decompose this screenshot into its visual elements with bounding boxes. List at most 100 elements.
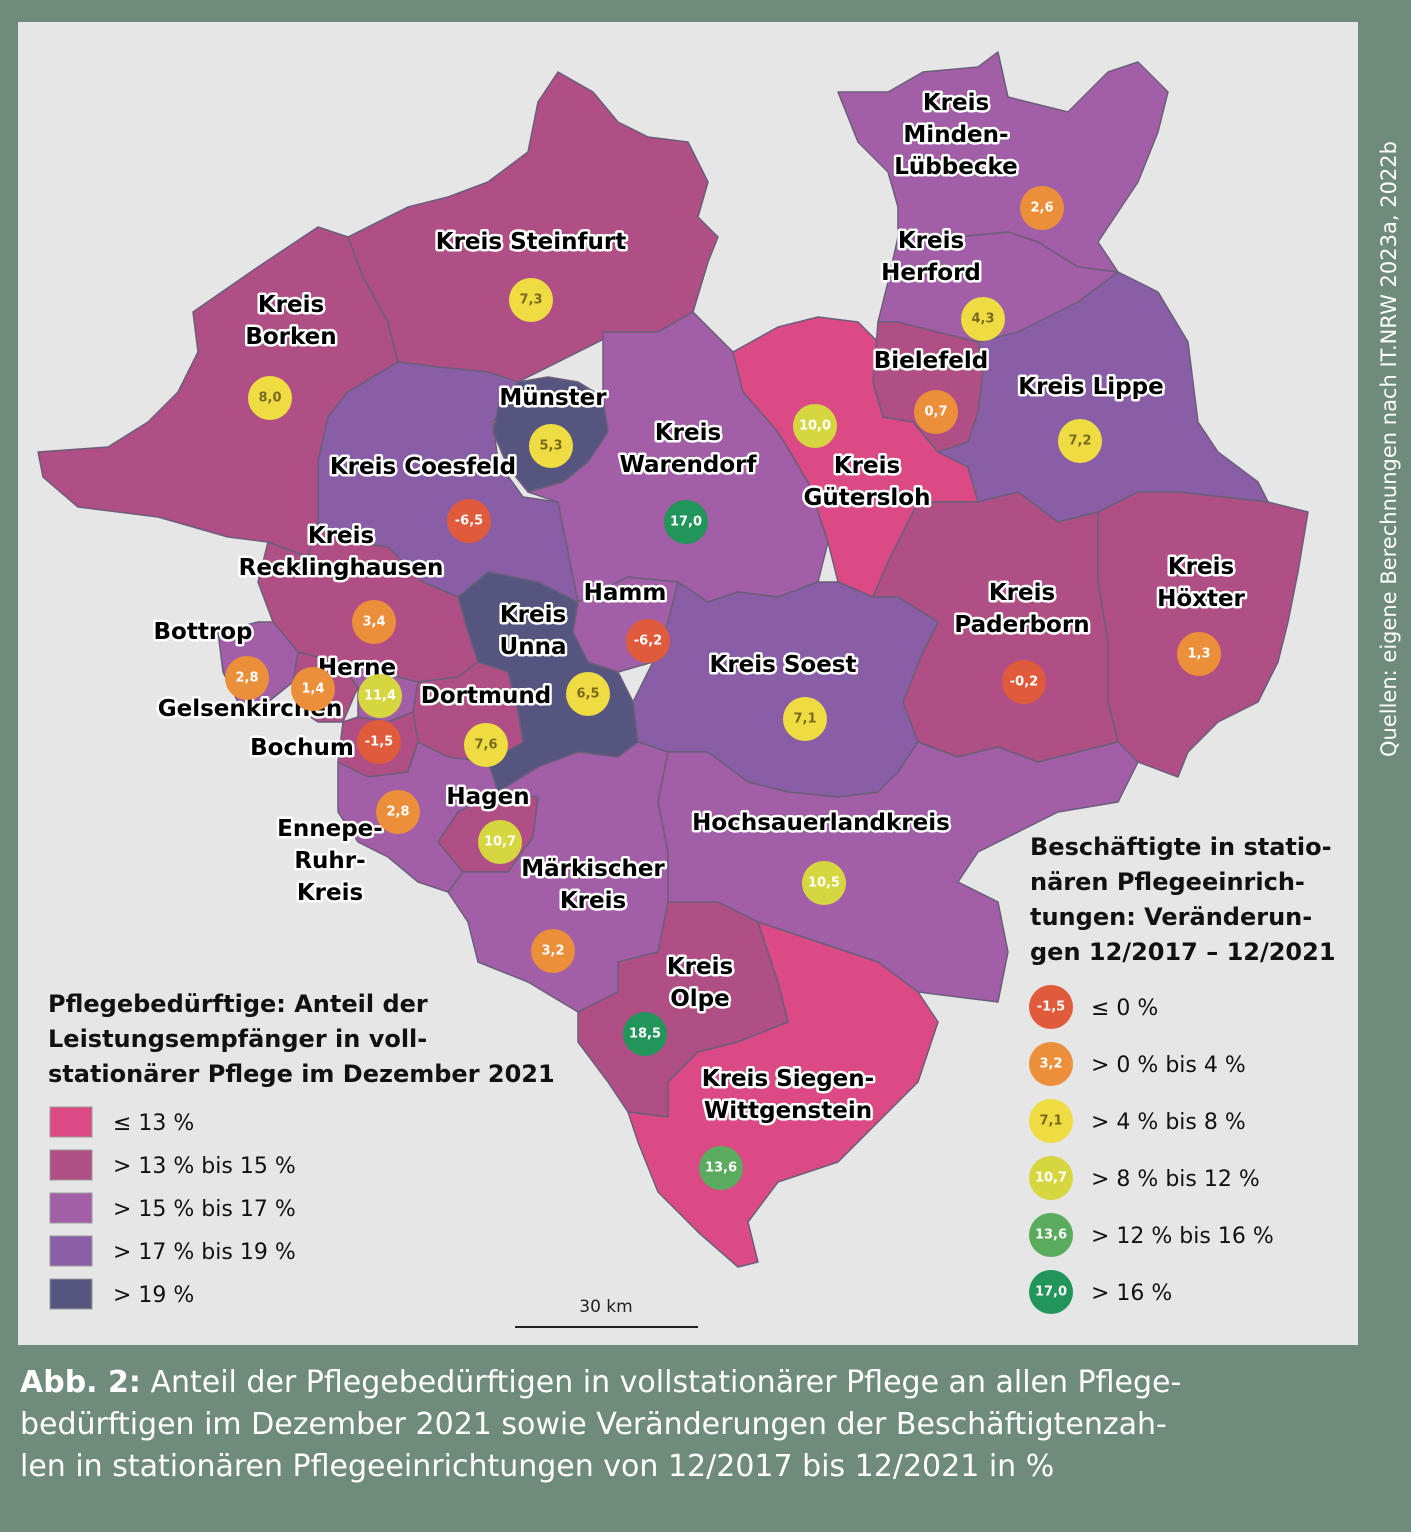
caption-line-1: Anteil der Pflegebedürftigen in vollstat…	[150, 1365, 1182, 1400]
change-marker-circle	[352, 600, 396, 644]
change-marker-circle	[291, 667, 335, 711]
change-marker-value: -6,2	[634, 634, 662, 649]
region-label-line: Paderborn	[954, 612, 1089, 638]
region-label-line: Münster	[499, 385, 607, 411]
change-marker-minden: 2,6	[1020, 186, 1064, 230]
region-label-line: Bottrop	[154, 619, 253, 645]
change-marker-unna: 6,5	[566, 672, 610, 716]
change-marker-circle	[225, 656, 269, 700]
region-label-line: Kreis Siegen-	[702, 1066, 874, 1092]
legend-change-label: > 12 % bis 16 %	[1091, 1224, 1274, 1249]
change-marker-circle	[478, 820, 522, 864]
region-label-line: Hochsauerlandkreis	[692, 810, 950, 836]
region-label-line: Unna	[500, 634, 567, 660]
legend-change-swatch	[1029, 1270, 1073, 1314]
change-marker-circle	[248, 376, 292, 420]
region-label-line: Kreis	[655, 420, 721, 446]
change-marker-circle	[699, 1146, 743, 1190]
choropleth-map: Pflegebedürftige: Anteil der Leistungsem…	[37, 51, 1336, 1328]
legend-share-label: > 17 % bis 19 %	[113, 1240, 296, 1265]
change-marker-value: 7,3	[519, 293, 542, 308]
legend-change-sample: -1,5	[1037, 1000, 1065, 1015]
caption-line-3: len in stationären Pflegeeinrichtungen v…	[20, 1449, 1055, 1484]
change-marker-hamm: -6,2	[626, 619, 670, 663]
region-label-bochum: Bochum	[250, 735, 354, 761]
change-marker-circle	[531, 929, 575, 973]
region-label-line: Kreis	[1168, 554, 1234, 580]
change-marker-circle	[623, 1012, 667, 1056]
region-label-line: Ruhr-	[294, 848, 365, 874]
region-label-line: Recklinghausen	[239, 555, 444, 581]
change-marker-herne: 11,4	[358, 674, 402, 718]
change-marker-circle	[447, 499, 491, 543]
legend-change-sample: 17,0	[1035, 1285, 1067, 1300]
region-label-line: Kreis	[297, 880, 363, 906]
legend-change-label: > 8 % bis 12 %	[1091, 1167, 1260, 1192]
change-marker-lippe: 7,2	[1058, 419, 1102, 463]
change-marker-hoexter: 1,3	[1177, 632, 1221, 676]
change-marker-circle	[464, 723, 508, 767]
legend-share: Pflegebedürftige: Anteil der Leistungsem…	[48, 990, 555, 1310]
region-label-line: Kreis	[560, 888, 626, 914]
region-label-guetersloh: Kreis Gütersloh	[804, 453, 931, 511]
change-marker-herford: 4,3	[961, 297, 1005, 341]
legend-change-title-3: tungen: Veränderun-	[1030, 903, 1312, 931]
map-panel: Pflegebedürftige: Anteil der Leistungsem…	[18, 22, 1358, 1345]
region-label-coesfeld: Kreis Coesfeld	[330, 454, 516, 480]
change-marker-value: 1,4	[301, 682, 324, 697]
legend-change-sample: 7,1	[1039, 1114, 1062, 1129]
change-marker-steinfurt: 7,3	[509, 278, 553, 322]
change-marker-muenster: 5,3	[529, 424, 573, 468]
region-minden[interactable]	[837, 51, 1169, 273]
change-marker-value: 18,5	[629, 1027, 661, 1042]
change-marker-hochsauerland: 10,5	[802, 861, 846, 905]
region-label-line: Höxter	[1157, 586, 1245, 612]
region-label-muenster: Münster	[499, 385, 607, 411]
change-marker-value: 10,0	[799, 419, 831, 434]
change-marker-circle	[961, 297, 1005, 341]
region-label-soest: Kreis Soest	[710, 652, 857, 678]
legend-share-swatch	[49, 1149, 93, 1181]
change-marker-siegen: 13,6	[699, 1146, 743, 1190]
change-marker-paderborn: -0,2	[1002, 660, 1046, 704]
change-marker-bottrop: 2,8	[225, 656, 269, 700]
change-marker-value: 17,0	[670, 515, 702, 530]
region-label-line: Kreis	[834, 453, 900, 479]
change-marker-value: -0,2	[1010, 675, 1038, 690]
change-marker-warendorf: 17,0	[664, 500, 708, 544]
region-label-olpe: Kreis Olpe	[667, 954, 733, 1012]
region-label-line: Warendorf	[619, 452, 757, 478]
legend-share-label: ≤ 13 %	[113, 1111, 194, 1136]
region-label-line: Olpe	[670, 986, 730, 1012]
change-marker-coesfeld: -6,5	[447, 499, 491, 543]
region-label-lippe: Kreis Lippe	[1018, 374, 1163, 400]
change-marker-value: 0,7	[924, 405, 947, 420]
legend-share-title-2: Leistungsempfänger in voll-	[48, 1025, 427, 1053]
region-label-steinfurt: Kreis Steinfurt	[436, 229, 626, 255]
region-label-line: Kreis	[923, 90, 989, 116]
change-marker-circle	[358, 674, 402, 718]
region-label-line: Kreis	[667, 954, 733, 980]
change-marker-value: 7,1	[793, 712, 816, 727]
change-marker-circle	[1020, 186, 1064, 230]
legend-change-swatch	[1029, 1099, 1073, 1143]
region-label-hoexter: Kreis Höxter	[1157, 554, 1245, 612]
region-labels: Kreis Steinfurt Kreis Borken Münster Kreis Wa…	[151, 88, 1248, 1127]
legend-share-label: > 15 % bis 17 %	[113, 1197, 296, 1222]
change-marker-circle	[357, 720, 401, 764]
change-marker-circle	[664, 500, 708, 544]
legend-change-label: > 4 % bis 8 %	[1091, 1110, 1246, 1135]
change-marker-bielefeld: 0,7	[914, 390, 958, 434]
change-marker-value: 10,7	[484, 835, 516, 850]
change-marker-value: 3,2	[541, 944, 564, 959]
change-marker-circle	[1177, 632, 1221, 676]
region-label-line: Kreis Coesfeld	[330, 454, 516, 480]
change-marker-value: 8,0	[258, 391, 281, 406]
legend-share-label: > 19 %	[113, 1283, 194, 1308]
legend-share-swatch	[49, 1106, 93, 1138]
legend-share-swatch	[49, 1278, 93, 1310]
legend-change-label: > 16 %	[1091, 1281, 1172, 1306]
region-label-line: Gütersloh	[804, 485, 931, 511]
change-marker-circle	[566, 672, 610, 716]
legend-change-title-1: Beschäftigte in statio-	[1030, 833, 1332, 861]
